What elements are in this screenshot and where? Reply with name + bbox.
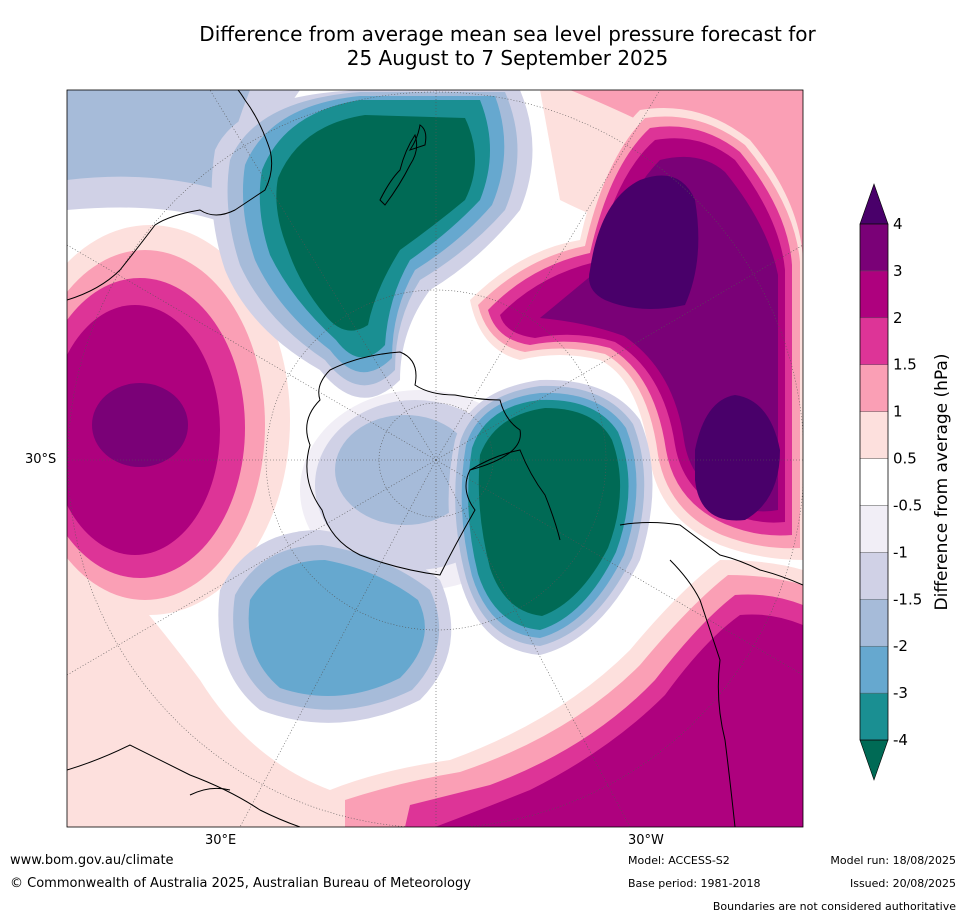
colorbar-tick-label: 3 [893, 262, 903, 280]
colorbar-bin [859, 411, 889, 459]
colorbar-bin [859, 505, 889, 553]
coastlines [67, 90, 803, 827]
colorbar-bin [859, 552, 889, 600]
colorbar-bin [859, 692, 889, 741]
colorbar-tick-label: -0.5 [893, 496, 922, 514]
model-run-text: Model run: 18/08/2025 [830, 854, 956, 867]
colorbar-bin [859, 458, 889, 506]
colorbar-tick-label: -2 [893, 637, 908, 655]
colorbar-bin [859, 317, 889, 365]
map-frame [66, 89, 804, 828]
map-field [67, 90, 803, 827]
colorbar-tick-label: 1 [893, 403, 903, 421]
issued-text: Issued: 20/08/2025 [849, 877, 956, 890]
title-line-1: Difference from average mean sea level p… [199, 22, 816, 46]
colorbar: -4 -3 -2 -1.5 -1 -0.5 0.5 1 1.5 2 3 4 Difference fro… [859, 183, 952, 781]
colorbar-tick-label: 4 [893, 215, 903, 233]
colorbar-label: Difference from average (hPa) [932, 354, 952, 611]
colorbar-bin [859, 599, 889, 647]
copyright-text: © Commonwealth of Australia 2025, Austra… [10, 876, 471, 891]
colorbar-extend-max [859, 183, 889, 225]
lon-label-30e: 30°E [205, 833, 237, 848]
model-text: Model: ACCESS-S2 [628, 854, 730, 867]
colorbar-tick-label: -4 [893, 731, 908, 749]
colorbar-bin [859, 364, 889, 412]
graticule [67, 90, 803, 827]
lat-label-30s: 30°S [25, 452, 57, 467]
colorbar-tick-label: 1.5 [893, 356, 917, 374]
lon-label-30w: 30°W [628, 833, 664, 848]
colorbar-bin [859, 223, 889, 272]
colorbar-bin [859, 270, 889, 319]
colorbar-tick-label: 0.5 [893, 450, 917, 468]
colorbar-outline [859, 223, 889, 741]
colorbar-tick-label: -1.5 [893, 590, 922, 608]
map-title: Difference from average mean sea level p… [60, 22, 955, 70]
colorbar-bin [859, 645, 889, 694]
title-line-2: 25 August to 7 September 2025 [346, 46, 669, 70]
colorbar-extend-min [859, 739, 889, 781]
colorbar-tick-label: 2 [893, 309, 903, 327]
disclaimer-text: Boundaries are not considered authoritat… [712, 900, 956, 913]
base-period-text: Base period: 1981-2018 [628, 877, 761, 890]
website-text: www.bom.gov.au/climate [10, 853, 174, 868]
colorbar-tick-label: -1 [893, 543, 908, 561]
colorbar-tick-label: -3 [893, 684, 908, 702]
